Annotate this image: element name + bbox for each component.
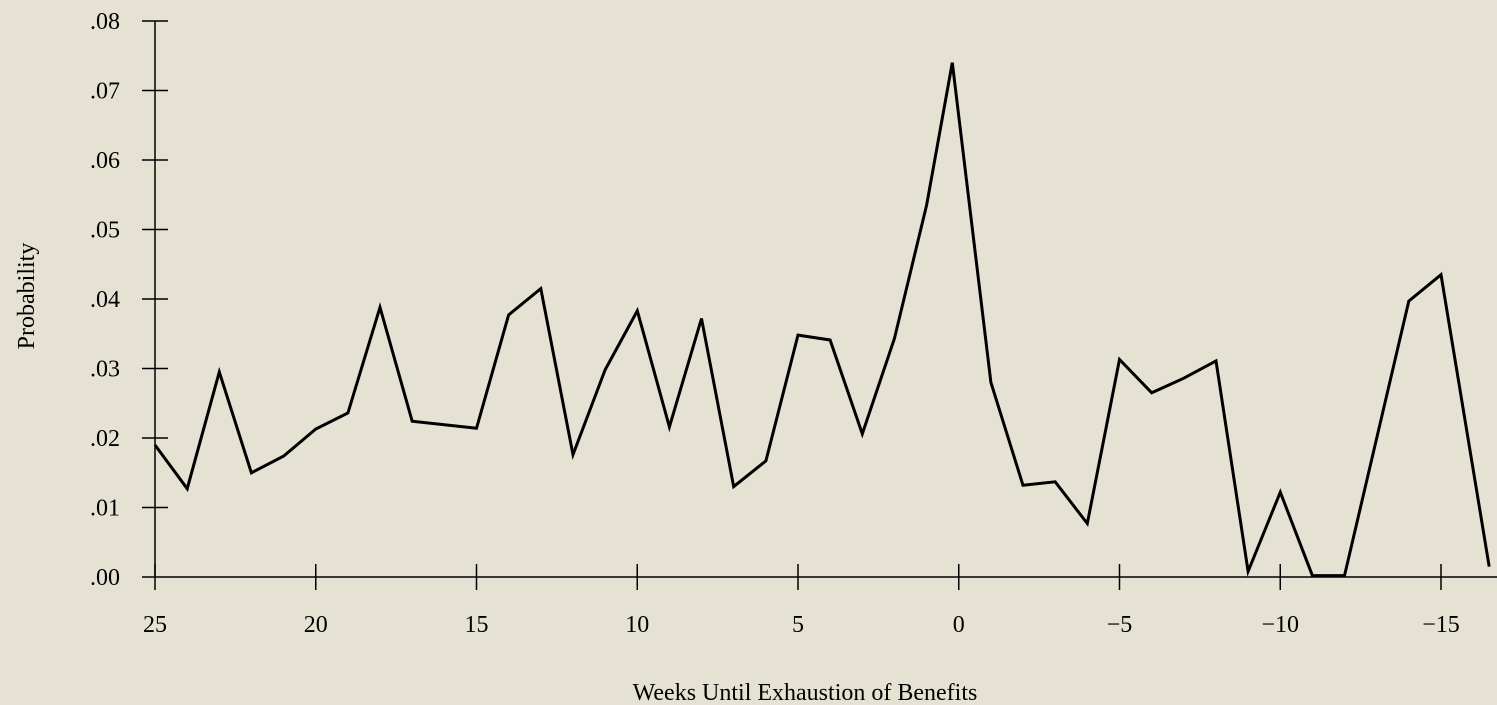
y-tick-label: .00 <box>90 565 120 591</box>
x-tick-label: 15 <box>465 612 489 638</box>
y-tick-label: .05 <box>90 218 120 244</box>
y-axis: .00 .01 .02 .03 .04 .05 .06 .07 .08 <box>90 9 168 591</box>
y-tick-label: .06 <box>90 148 120 174</box>
x-tick-label: 25 <box>143 612 167 638</box>
x-tick-label: −10 <box>1261 612 1299 638</box>
y-axis-title: Probability <box>14 243 40 350</box>
x-tick-label: 20 <box>304 612 328 638</box>
series-line <box>153 62 1491 578</box>
y-tick-label: .04 <box>90 287 120 313</box>
x-axis: 25 20 15 10 5 0 −5 −10 −15 <box>142 564 1497 638</box>
y-tick-label: .07 <box>90 79 120 105</box>
y-tick-label: .08 <box>90 9 120 35</box>
x-tick-label: −5 <box>1107 612 1133 638</box>
y-tick-label: .02 <box>90 426 120 452</box>
x-tick-label: 5 <box>792 612 804 638</box>
x-tick-label: 0 <box>953 612 965 638</box>
y-tick-label: .03 <box>90 357 120 383</box>
series-group <box>153 62 1491 578</box>
x-axis-title: Weeks Until Exhaustion of Benefits <box>633 680 978 705</box>
x-tick-label: 10 <box>625 612 649 638</box>
y-tick-label: .01 <box>90 496 120 522</box>
x-tick-label: −15 <box>1422 612 1460 638</box>
